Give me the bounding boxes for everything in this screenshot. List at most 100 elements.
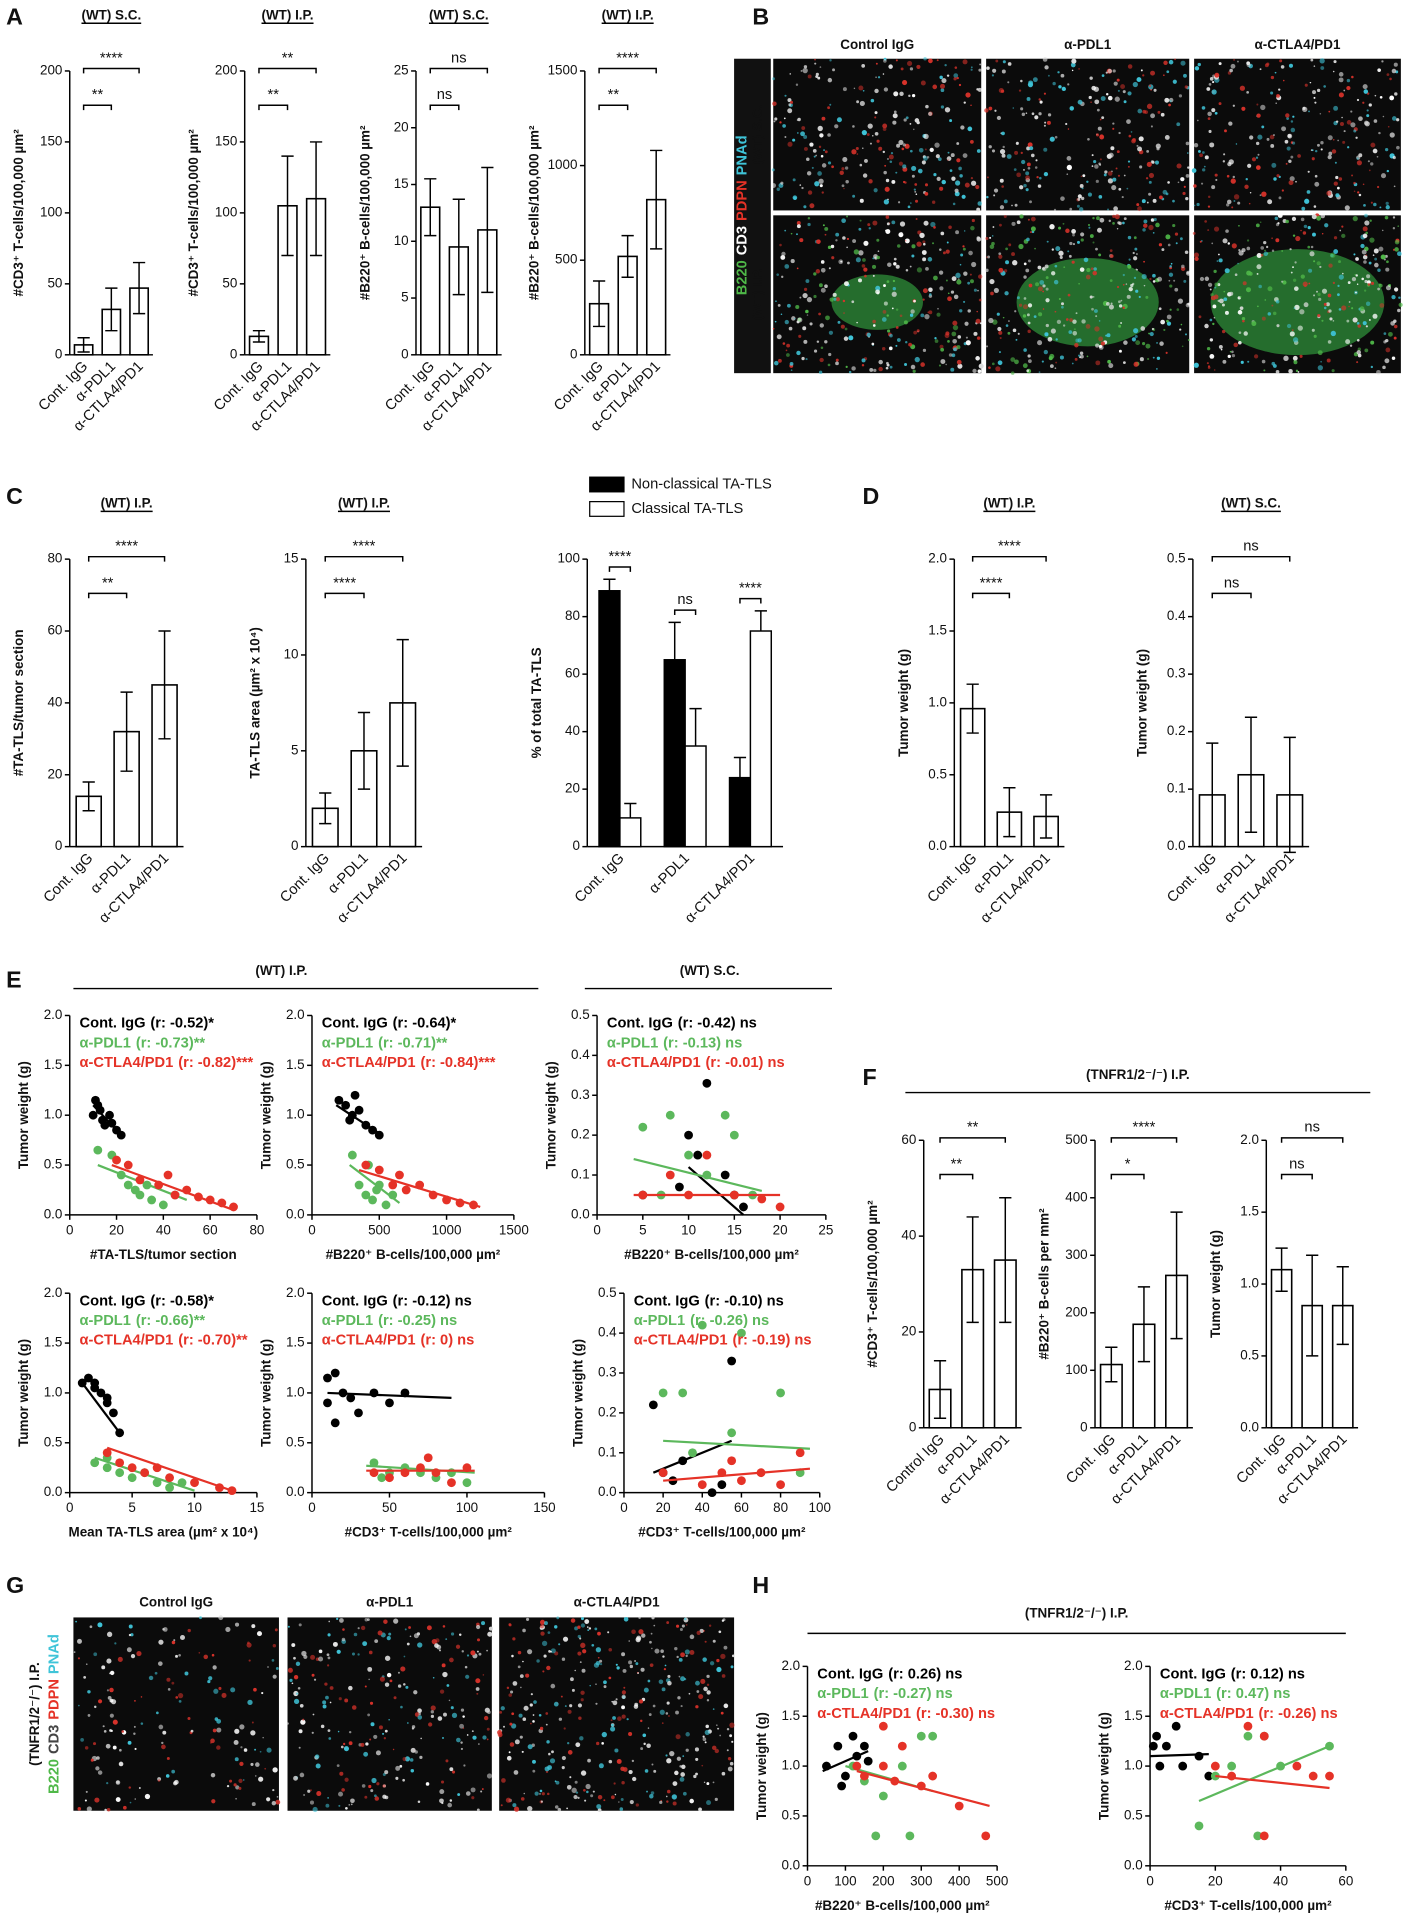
micrograph-speck [1372,148,1378,154]
micrograph-speck [1010,357,1016,362]
micrograph-speck [1013,168,1017,171]
micrograph-speck [834,124,839,129]
micrograph-speck [1275,370,1280,374]
micrograph-speck [964,321,969,326]
micrograph-speck [1343,89,1346,92]
micrograph-speck [1308,282,1311,285]
micrograph-speck [944,63,947,67]
y-tick-label: 1.5 [781,1708,800,1723]
micrograph-speck [905,340,908,344]
micrograph-speck [540,1800,543,1803]
y-tick-label: 500 [1065,1132,1087,1147]
micrograph-speck [1122,306,1125,309]
micrograph-speck [299,1703,304,1708]
micrograph-speck [1293,307,1296,309]
micrograph-speck [888,346,893,351]
micrograph-speck [685,1654,688,1658]
error-bar [592,280,606,328]
micrograph-speck [1372,254,1375,257]
micrograph-speck [712,1781,715,1784]
legend-swatch [589,501,625,517]
micrograph-speck [922,257,926,262]
fit-line [1198,1745,1330,1803]
scatter-point [684,1130,693,1140]
micrograph-speck [110,1729,113,1733]
micrograph-speck [1150,70,1156,76]
micrograph-speck [1226,174,1230,178]
channel-name: B220 [734,260,750,295]
micrograph-speck [821,163,827,168]
micrograph-speck [1069,106,1075,111]
micrograph-speck [486,1773,493,1779]
micrograph-speck [1316,261,1321,266]
micrograph-speck [157,1661,163,1666]
micrograph-speck [1261,359,1266,364]
micrograph-speck [1275,223,1280,227]
micrograph-speck [506,1686,510,1690]
micrograph-speck [388,1718,390,1721]
micrograph-speck [264,1767,267,1770]
micrograph-speck [1156,342,1158,344]
micrograph-speck [133,1725,136,1728]
micrograph-speck [1117,89,1120,92]
micrograph-speck [336,1617,339,1620]
micrograph-speck [905,268,909,272]
micrograph-speck [1042,290,1045,293]
micrograph-speck [1008,320,1010,322]
micrograph-speck [896,143,901,148]
micrograph-speck [693,1774,697,1779]
micrograph-speck [893,257,897,261]
series-stat: (r: -0.13) ns [663,1035,742,1051]
micrograph-speck [1021,112,1026,117]
micrograph-speck [873,188,878,193]
micrograph-speck [852,239,857,243]
micrograph-speck [895,171,898,174]
micrograph-speck [1297,325,1303,331]
micrograph-speck [1270,91,1274,95]
micrograph-speck [1256,264,1262,270]
micrograph-speck [1166,70,1170,74]
micrograph-speck [1333,105,1339,111]
micrograph-speck [975,356,980,361]
micrograph-speck [1150,125,1153,128]
stat-label: Cont. IgG (r: -0.58)* [80,1293,215,1309]
micrograph-speck [924,183,928,187]
micrograph-speck [998,330,1003,335]
scatter-point [102,1448,112,1458]
micrograph-speck [1101,74,1105,77]
micrograph-speck [475,1678,481,1684]
y-tick-label: 15 [394,176,409,191]
x-tick-label: 40 [695,1500,710,1515]
micrograph-speck [1343,130,1346,133]
y-axis-label: #B220⁺ B-cells/100,000 µm² [357,125,372,300]
micrograph-speck [1233,58,1236,61]
micrograph-speck [863,240,869,246]
micrograph-speck [341,1637,346,1642]
micrograph-speck [1277,212,1283,218]
micrograph-speck [790,259,795,264]
micrograph-speck [1193,252,1200,258]
micrograph-speck [611,1700,614,1703]
panel-letter: D [863,483,880,509]
y-tick-label: 0.0 [781,1857,800,1872]
micrograph-speck [629,1664,634,1669]
micrograph-speck [299,1772,305,1778]
micrograph-speck [835,239,838,242]
micrograph-speck [1357,353,1362,358]
micrograph-speck [1309,251,1315,257]
micrograph-speck [418,1712,422,1716]
significance-bracket [598,104,629,111]
micrograph-speck [1014,310,1017,313]
micrograph-speck [874,111,878,115]
series-stat: (r: -0.82)*** [178,1055,253,1071]
micrograph-speck [1008,243,1012,247]
micrograph-speck [1043,147,1048,152]
micrograph-speck [1172,199,1175,203]
micrograph-speck [818,145,822,149]
micrograph-speck [1065,228,1070,234]
micrograph-speck [450,1706,454,1710]
micrograph-speck [986,195,989,199]
micrograph-speck [891,307,894,310]
micrograph-speck [851,149,857,155]
micrograph-speck [1363,120,1369,126]
